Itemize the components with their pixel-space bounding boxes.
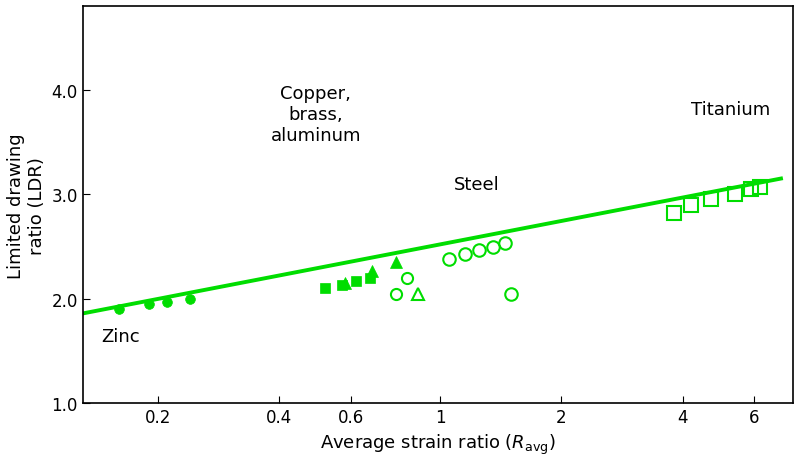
Y-axis label: Limited drawing
ratio (LDR): Limited drawing ratio (LDR) xyxy=(7,132,46,278)
Text: Zinc: Zinc xyxy=(102,327,140,345)
Text: Steel: Steel xyxy=(454,176,499,194)
X-axis label: Average strain ratio ($R_\mathrm{avg}$): Average strain ratio ($R_\mathrm{avg}$) xyxy=(320,432,555,456)
Text: Copper,
brass,
aluminum: Copper, brass, aluminum xyxy=(270,85,361,144)
Text: Titanium: Titanium xyxy=(691,101,770,119)
